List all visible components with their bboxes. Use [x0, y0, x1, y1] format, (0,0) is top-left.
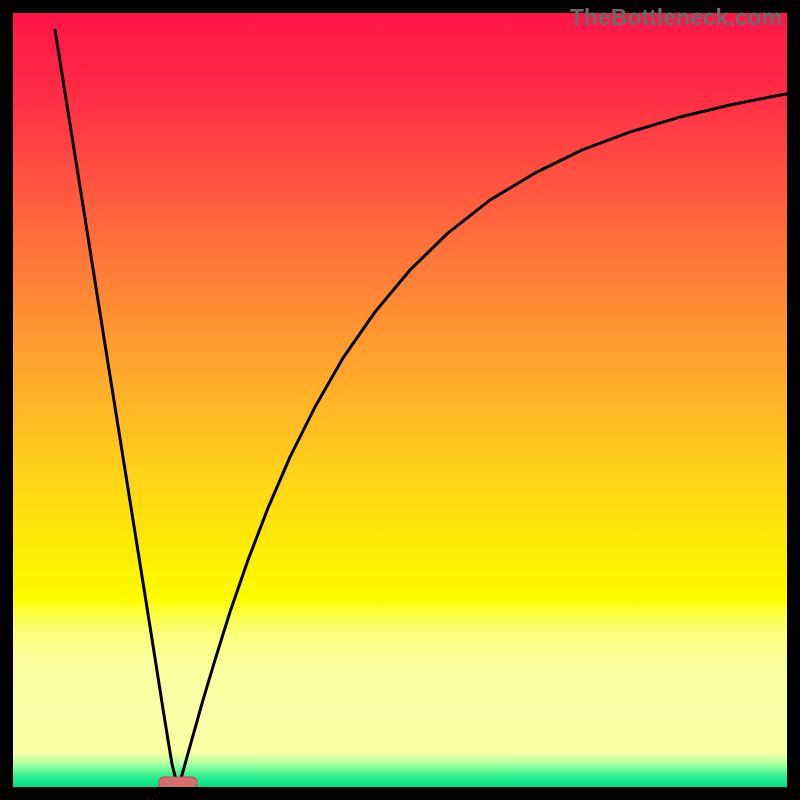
bottleneck-chart — [0, 0, 800, 800]
chart-container: TheBottleneck.com — [0, 0, 800, 800]
chart-background — [13, 13, 787, 787]
watermark-text: TheBottleneck.com — [570, 4, 782, 31]
